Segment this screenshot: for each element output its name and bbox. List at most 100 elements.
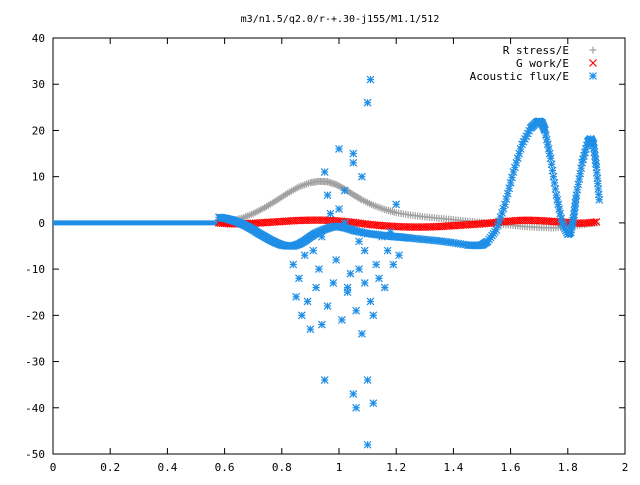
point xyxy=(550,178,559,187)
point xyxy=(332,255,341,264)
x-tick-label: 0 xyxy=(50,461,57,474)
series-2 xyxy=(214,117,604,250)
point xyxy=(357,329,366,338)
point xyxy=(553,195,562,204)
point xyxy=(377,232,386,241)
point xyxy=(552,191,561,200)
point xyxy=(557,214,566,223)
point xyxy=(363,98,372,107)
point xyxy=(337,316,346,324)
y-tick-label: 10 xyxy=(32,171,45,184)
point xyxy=(516,145,525,153)
x-tick-label: 1.2 xyxy=(386,461,406,474)
legend-marker xyxy=(589,72,597,80)
point xyxy=(383,246,392,255)
point xyxy=(355,265,363,274)
y-tick-label: -20 xyxy=(25,309,45,322)
point xyxy=(363,376,372,384)
point xyxy=(306,325,315,334)
x-tick-label: 1.6 xyxy=(501,461,521,474)
point xyxy=(317,320,326,329)
y-tick-label: 40 xyxy=(32,32,45,45)
point xyxy=(502,195,511,203)
point xyxy=(544,145,553,153)
x-tick-label: 2 xyxy=(622,461,629,474)
y-tick-label: 0 xyxy=(38,217,45,230)
point xyxy=(355,237,363,246)
point xyxy=(340,218,349,227)
point xyxy=(335,145,343,153)
point xyxy=(551,185,560,193)
point xyxy=(317,232,326,241)
point xyxy=(540,126,549,135)
plot-frame xyxy=(52,37,626,455)
point xyxy=(546,154,555,163)
point xyxy=(513,154,522,163)
point xyxy=(300,251,309,260)
point xyxy=(556,209,565,218)
point xyxy=(320,168,329,176)
point xyxy=(366,75,375,84)
point xyxy=(503,189,512,198)
y-tick-label: -50 xyxy=(25,448,45,461)
point xyxy=(292,292,301,301)
x-tick-label: 1.8 xyxy=(558,461,578,474)
point xyxy=(590,218,598,227)
axis-ticks: 0 0.2 0.4 0.6 0.8 1 1.2 1.4 1.6 1.8 2 -50 -40 -30 -20 -… xyxy=(25,32,628,474)
point xyxy=(315,265,323,274)
point xyxy=(369,311,378,320)
point xyxy=(326,209,335,218)
point xyxy=(320,376,329,384)
series-3 xyxy=(289,75,403,449)
point xyxy=(366,297,375,306)
y-tick-label: -40 xyxy=(25,402,45,415)
point xyxy=(375,274,383,283)
point xyxy=(363,440,372,449)
point xyxy=(555,205,564,213)
point xyxy=(346,269,355,278)
point xyxy=(509,168,518,176)
point xyxy=(500,200,509,209)
point xyxy=(542,135,551,144)
point xyxy=(595,195,604,204)
point xyxy=(303,297,312,306)
point xyxy=(554,200,563,209)
point xyxy=(360,246,369,255)
point xyxy=(335,205,343,213)
point xyxy=(506,178,515,187)
point xyxy=(505,184,514,193)
x-tick-label: 0.8 xyxy=(272,461,292,474)
x-tick-label: 0.2 xyxy=(100,461,120,474)
point xyxy=(518,140,526,149)
x-tick-label: 0.6 xyxy=(215,461,235,474)
legend-marker xyxy=(589,46,597,54)
data-series xyxy=(53,75,604,449)
point xyxy=(380,283,389,292)
point xyxy=(309,246,318,255)
point xyxy=(340,186,349,195)
legend-label: Acoustic flux/E xyxy=(470,70,569,83)
point xyxy=(297,311,306,320)
point xyxy=(352,403,361,412)
y-tick-label: -10 xyxy=(25,263,45,276)
x-tick-label: 1 xyxy=(336,461,343,474)
chart-title: m3/n1.5/q2.0/r-+.30-j155/M1.1/512 xyxy=(241,14,440,25)
y-tick-label: -30 xyxy=(25,356,45,369)
point xyxy=(323,302,332,311)
x-tick-label: 1.4 xyxy=(443,461,463,474)
point xyxy=(289,260,298,269)
point xyxy=(548,166,557,175)
point xyxy=(389,260,398,269)
point xyxy=(547,160,556,169)
point xyxy=(541,131,550,139)
point xyxy=(545,149,554,158)
point xyxy=(386,228,395,237)
point xyxy=(512,158,521,167)
point xyxy=(352,306,361,315)
x-tick-label: 0.4 xyxy=(157,461,177,474)
point xyxy=(329,279,338,287)
point xyxy=(312,283,321,292)
